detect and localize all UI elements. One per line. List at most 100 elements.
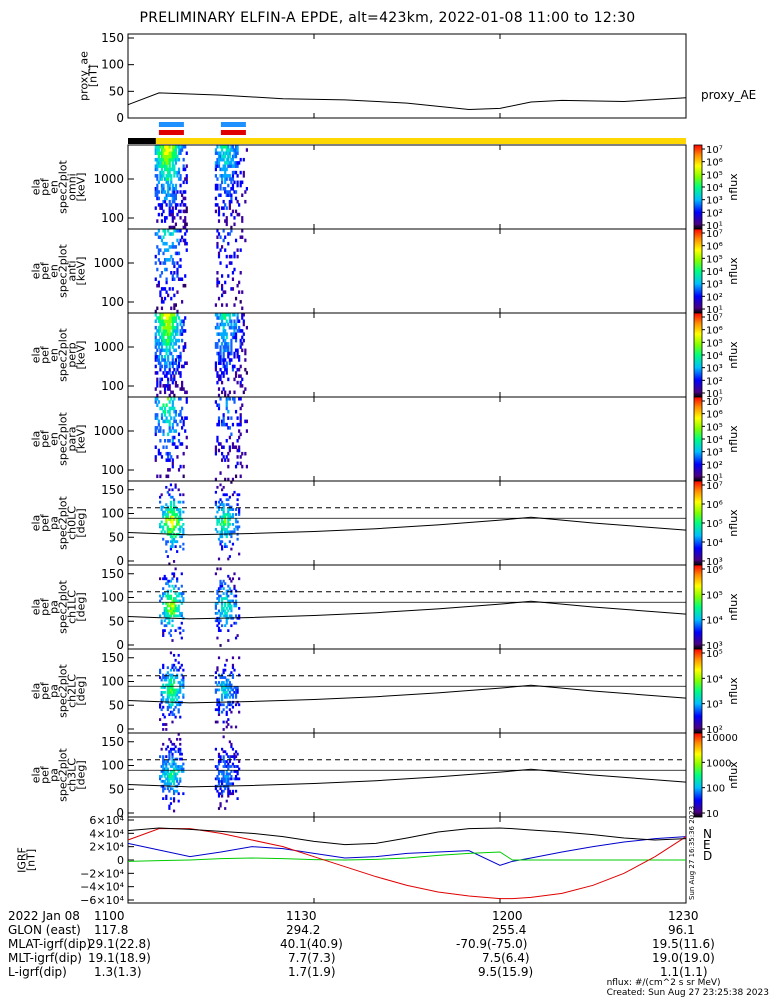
spectrogram-cell [227,683,230,687]
spectrogram-cell [168,151,171,155]
spectrogram-cell [179,174,182,178]
spectrogram-cell [233,770,236,773]
spectrogram-cell [216,164,219,168]
spectrogram-cell [222,757,225,761]
spectrogram-cell [221,540,224,544]
spectrogram-cell [169,503,173,507]
spectrogram-cell [217,713,221,717]
spectrogram-cell [173,335,176,340]
colorbar-tick-label: 10000 [706,733,738,744]
spectrogram-cell [222,525,225,529]
spectrogram-cell [238,367,241,372]
spectrogram-cell [168,167,171,172]
spectrogram-cell [170,157,173,162]
spectrogram-cell [221,789,224,793]
spectrogram-cell [154,432,157,437]
spectrogram-cell [171,520,174,524]
spectrogram-cell [217,688,221,692]
spectrogram-cell [166,760,169,763]
spectrogram-cell [172,799,176,803]
spectrogram-cell [180,602,183,605]
spectrogram-cell [227,775,230,778]
spectrogram-cell [168,488,171,492]
spectrogram-cell [162,594,165,598]
spectrogram-cell [239,380,242,385]
spectrogram-cell [236,183,239,188]
spectrogram-cell [179,229,182,233]
spectrogram-cell [168,508,171,511]
colorbar-tick-label: 10⁴ [706,538,723,549]
spectrogram-cell [170,342,173,346]
spectrogram-cell [166,688,169,692]
spectrogram-cell [165,474,168,479]
spectrogram-cell [222,416,225,420]
spectrogram-cell [216,530,219,534]
spectrogram-cell [184,167,187,172]
spectrogram-cell [174,342,178,346]
spectrogram-cell [222,419,225,424]
spectrogram-cell [234,238,238,243]
spectrogram-cell [160,206,164,210]
spectrogram-cell [165,319,168,323]
ephemeris-label: MLT-igrf(dip) [8,951,82,965]
spectrogram-cell [222,686,225,689]
spectrogram-cell [179,464,182,469]
spectrogram-cell [233,377,236,382]
spectrogram-cell [238,445,241,449]
spectrogram-cell [219,760,222,763]
spectrogram-cell [167,258,170,262]
spectrogram-cell [230,770,233,773]
spectrogram-cell [160,691,163,694]
spectrogram-cell [214,209,217,214]
spectrogram-cell [163,779,166,783]
spectrogram-cell [238,422,241,427]
spectrogram-cell [162,325,165,330]
spectrogram-cell [233,267,236,272]
spectrogram-cell [174,691,177,694]
spectrogram-cell [219,316,222,320]
spectrogram-cell [227,574,230,578]
spectrogram-cell [174,584,177,588]
spectrogram-cell [182,547,185,551]
spectrogram-cell [219,235,222,239]
spectrogram-cell [185,229,188,233]
spectrogram-cell [177,264,181,269]
spectrogram-cell [165,762,168,766]
spectrogram-cell [154,190,157,194]
spectrogram-cell [221,794,224,798]
spectrogram-cell [217,422,221,427]
spectrogram-cell [228,151,231,155]
spectrogram-cell [177,765,180,768]
spectrogram-cell [176,329,179,333]
spectrogram-cell [228,313,231,317]
spectrogram-cell [157,280,160,285]
colorbar-tick-label: 100 [706,784,725,795]
spectrogram-cell [227,498,230,502]
spectrogram-cell [233,400,236,404]
spectrogram-cell [228,254,231,259]
spectrogram-cell [238,710,241,714]
spectrogram-cell [176,203,179,207]
spectrogram-cell [176,550,179,553]
spectrogram-cell [171,779,174,783]
spectrogram-cell [231,325,235,330]
spectrogram-cell [230,148,233,152]
spectrogram-cell [168,409,171,414]
spectrogram-cell [227,513,230,516]
spectrogram-cell [219,367,222,372]
spectrogram-cell [222,151,225,155]
spectrogram-cell [165,157,168,162]
spectrogram-cell [184,216,187,220]
spectrogram-cell [214,720,217,724]
spectrogram-cell [181,145,184,149]
spectrogram-cell [168,406,171,411]
spectrogram-cell [165,316,168,320]
spectrogram-cell [182,283,185,288]
colorbar-tick-label: 10⁵ [706,519,723,530]
spectrogram-cell [216,505,219,509]
spectrogram-cell [174,483,177,487]
spectrogram-cell [231,313,235,317]
spectrogram-cell [227,351,230,356]
y-axis-label-line: en [48,180,61,194]
spectrogram-cell [233,329,236,333]
